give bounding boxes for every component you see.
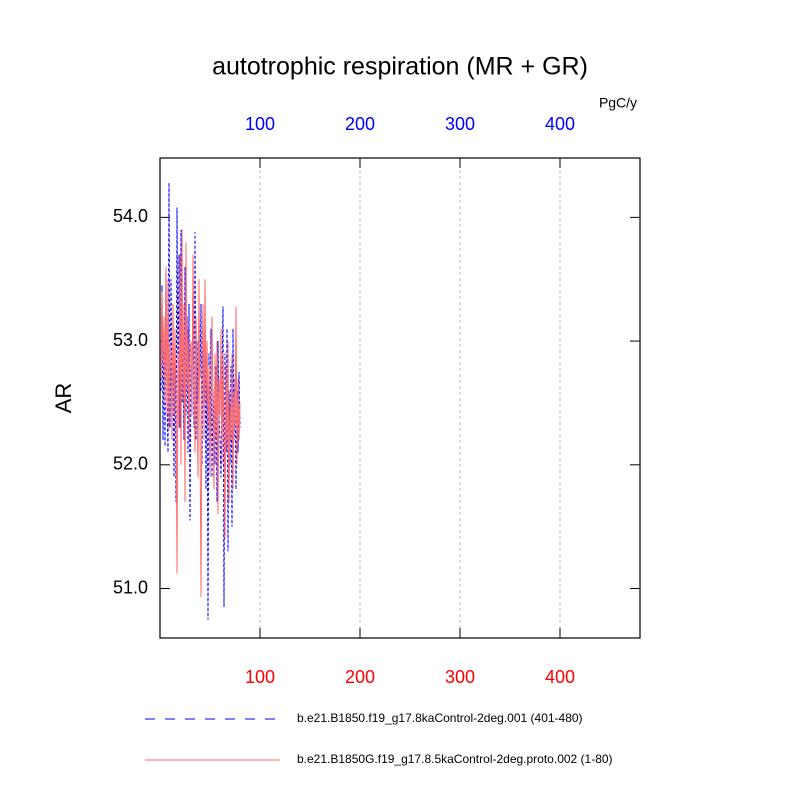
series-line	[160, 229, 241, 598]
y-tick-label: 54.0	[113, 206, 148, 226]
x2-tick-label: 100	[245, 114, 275, 134]
y-tick-label: 52.0	[113, 454, 148, 474]
legend-label: b.e21.B1850G.f19_g17.8.5kaControl-2deg.p…	[297, 752, 613, 766]
x2-tick-label: 300	[445, 114, 475, 134]
x-tick-label: 200	[345, 667, 375, 687]
x-tick-label: 400	[545, 667, 575, 687]
plot-frame	[159, 157, 641, 639]
series-line	[160, 182, 241, 620]
y-tick-label: 51.0	[113, 577, 148, 597]
y-tick-label: 53.0	[113, 330, 148, 350]
x2-axis-label: PgC/y	[599, 95, 637, 111]
legend-label: b.e21.B1850.f19_g17.8kaControl-2deg.001 …	[297, 711, 583, 725]
x2-tick-label: 400	[545, 114, 575, 134]
chart-title: autotrophic respiration (MR + GR)	[212, 53, 588, 81]
x2-tick-label: 200	[345, 114, 375, 134]
y-axis-label: AR	[51, 383, 76, 414]
x-tick-label: 300	[445, 667, 475, 687]
x-tick-label: 100	[245, 667, 275, 687]
